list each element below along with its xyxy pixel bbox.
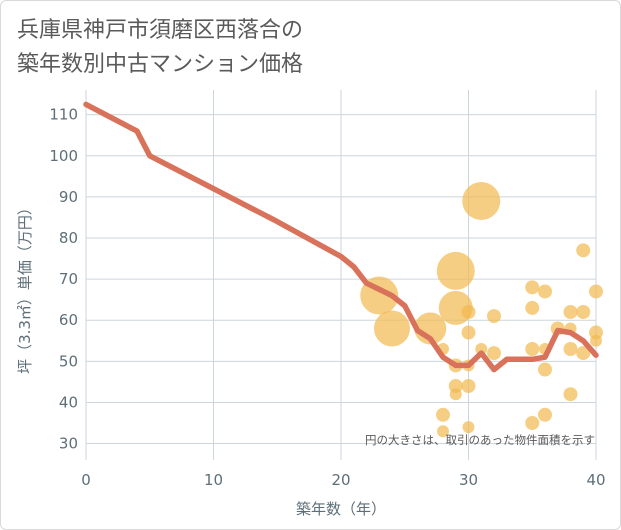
x-tick-label: 0 (81, 471, 91, 489)
bubble-point (461, 379, 476, 393)
bubble-point (563, 305, 578, 319)
grid-lines (85, 90, 597, 460)
x-tick-label: 30 (459, 471, 478, 489)
y-tick-label: 60 (59, 311, 78, 329)
bubble-size-note: 円の大きさは、取引のあった物件面積を示す (365, 433, 595, 447)
bubble-point (374, 310, 410, 347)
axis-ticks: 30 40 50 60 70 80 90 100 110 0 10 20 30 40 (49, 106, 605, 489)
y-tick-label: 110 (49, 106, 78, 124)
bubble-point (487, 309, 501, 324)
trend-line (83, 101, 599, 373)
bubble-point (449, 388, 462, 401)
bubble-point (436, 407, 450, 422)
y-tick-label: 90 (59, 188, 78, 206)
y-tick-label: 50 (59, 352, 78, 370)
y-axis-label: 坪（3.3㎡）単価（万円） (16, 200, 34, 374)
y-tick-label: 80 (59, 229, 78, 247)
bubble-point (475, 343, 488, 355)
bubble-point (563, 342, 578, 356)
x-tick-label: 10 (204, 471, 223, 489)
bubble-point (576, 305, 591, 319)
y-tick-label: 70 (59, 270, 78, 288)
chart-title-line-1: 兵庫県神戸市須磨区西落合の (17, 18, 304, 43)
bubble-series (360, 182, 603, 438)
bubble-point (590, 334, 602, 347)
bubble-point (538, 284, 552, 299)
x-axis-label: 築年数（年） (296, 500, 386, 518)
bubble-point (462, 182, 501, 220)
bubble-point (525, 416, 540, 430)
bubble-point (525, 300, 540, 315)
bubble-point (538, 362, 552, 377)
bubble-point (462, 421, 475, 434)
bubble-point (525, 342, 540, 356)
bubble-point (461, 325, 476, 340)
bubble-point (576, 346, 591, 361)
x-tick-label: 20 (331, 471, 350, 489)
bubble-point (487, 346, 501, 361)
y-tick-label: 40 (59, 393, 78, 411)
bubble-point (525, 280, 540, 295)
chart-title-line-2: 築年数別中古マンション価格 (17, 52, 304, 77)
bubble-point (461, 305, 476, 319)
bubble-point (589, 284, 603, 299)
chart-title: 兵庫県神戸市須磨区西落合の 築年数別中古マンション価格 (17, 14, 303, 82)
bubble-point (437, 425, 449, 438)
y-tick-label: 100 (49, 147, 78, 165)
y-tick-label: 30 (59, 435, 78, 453)
bubble-point (538, 407, 552, 422)
x-tick-label: 40 (586, 471, 605, 489)
bubble-point (436, 251, 475, 290)
bubble-point (576, 243, 591, 258)
bubble-point (563, 387, 578, 402)
